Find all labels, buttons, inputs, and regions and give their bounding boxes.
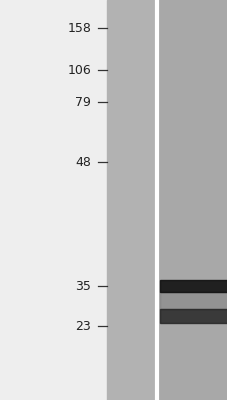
- Text: 48: 48: [75, 156, 91, 168]
- Text: 35: 35: [75, 280, 91, 292]
- Text: 106: 106: [67, 64, 91, 76]
- Bar: [159, 309, 227, 323]
- Bar: [107, 0, 155, 400]
- Bar: [159, 292, 227, 309]
- Text: 79: 79: [75, 96, 91, 108]
- Text: 158: 158: [67, 22, 91, 34]
- Bar: [158, 0, 227, 400]
- Bar: [159, 280, 227, 292]
- Text: 23: 23: [75, 320, 91, 332]
